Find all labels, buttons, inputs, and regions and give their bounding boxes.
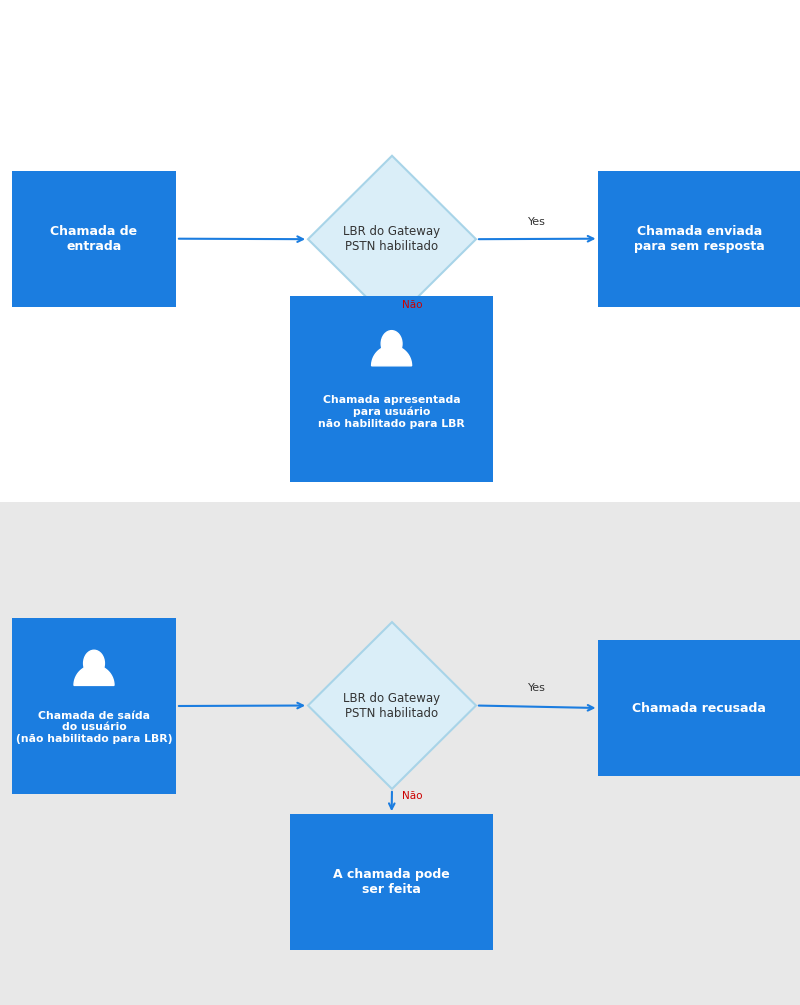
Text: Chamada enviada
para sem resposta: Chamada enviada para sem resposta xyxy=(634,225,765,252)
Text: Chamada apresentada
para usuário
não habilitado para LBR: Chamada apresentada para usuário não hab… xyxy=(318,395,465,429)
Bar xyxy=(12,618,176,794)
Circle shape xyxy=(381,331,402,357)
Text: Chamada de saída
do usuário
(não habilitado para LBR): Chamada de saída do usuário (não habilit… xyxy=(16,711,172,744)
Text: Chamada de
entrada: Chamada de entrada xyxy=(50,225,138,252)
Bar xyxy=(0,502,800,1005)
Text: Não: Não xyxy=(402,792,423,801)
Bar xyxy=(0,0,800,502)
Polygon shape xyxy=(74,665,114,685)
Text: Yes: Yes xyxy=(528,683,546,693)
Bar xyxy=(598,171,800,307)
Text: LBR do Gateway
PSTN habilitado: LBR do Gateway PSTN habilitado xyxy=(343,691,441,720)
Bar xyxy=(290,814,493,950)
Bar xyxy=(12,171,176,307)
Text: Não: Não xyxy=(402,299,423,310)
Text: LBR do Gateway
PSTN habilitado: LBR do Gateway PSTN habilitado xyxy=(343,225,441,253)
Bar xyxy=(598,640,800,776)
Text: A chamada pode
ser feita: A chamada pode ser feita xyxy=(334,868,450,895)
Polygon shape xyxy=(308,156,476,323)
Text: Yes: Yes xyxy=(528,217,546,227)
Polygon shape xyxy=(371,346,411,366)
Polygon shape xyxy=(308,622,476,789)
Bar xyxy=(290,296,493,482)
Circle shape xyxy=(83,650,104,676)
Text: Chamada recusada: Chamada recusada xyxy=(632,701,766,715)
